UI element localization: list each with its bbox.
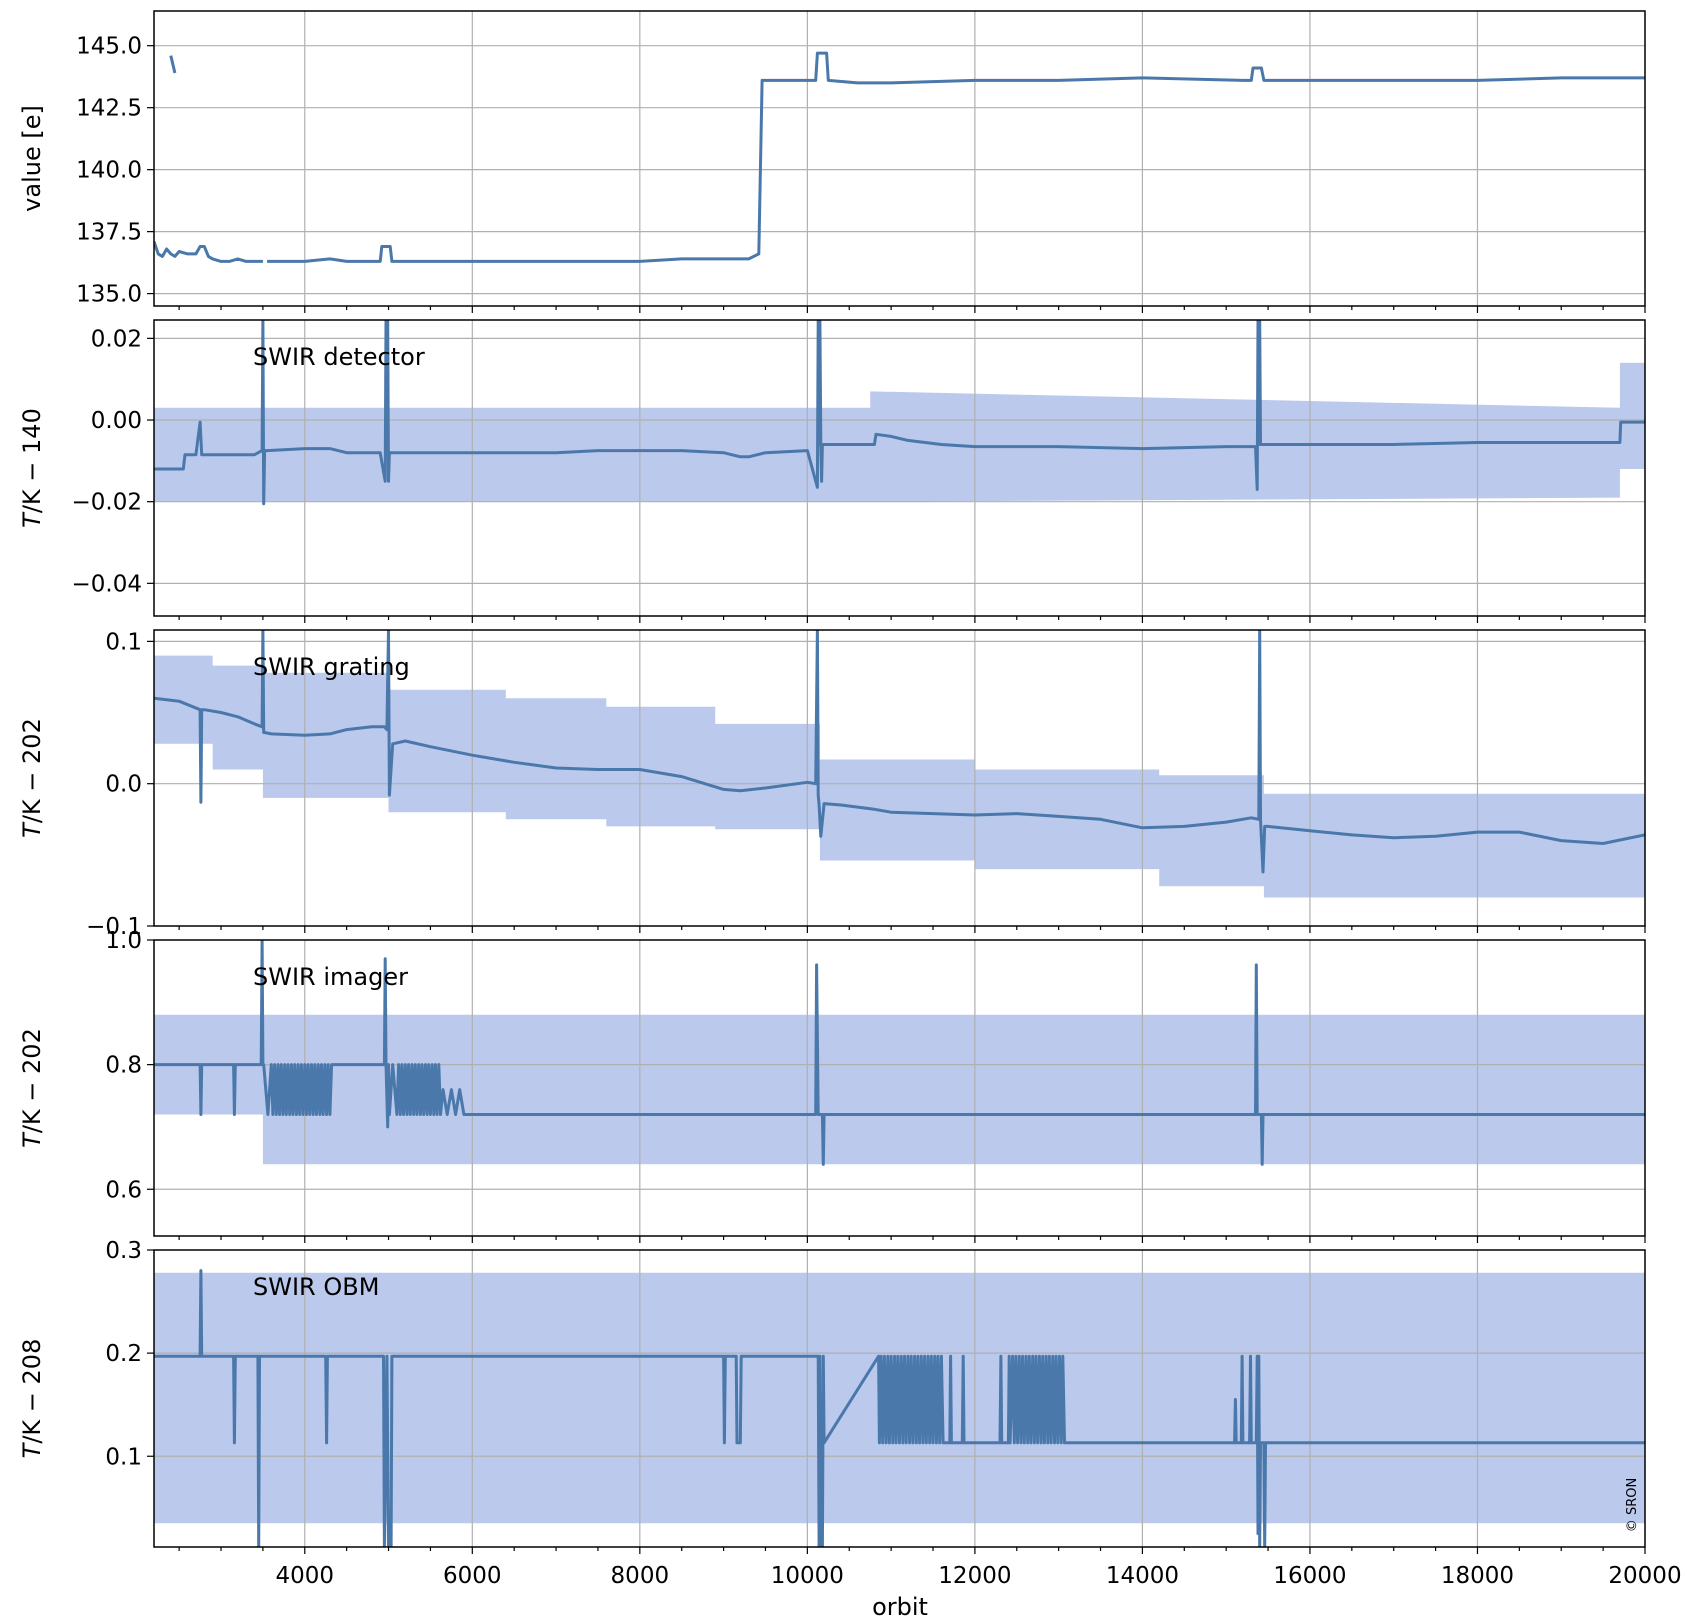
y-tick-label: 0.2 [105,1341,142,1367]
y-tick-label: 0.8 [105,1053,142,1079]
panel-annotation: SWIR OBM [253,1273,379,1301]
panel-4: 0.6 0.8 1.0 T/K − 202 SWIR imager [18,928,1646,1243]
y-tick-label: 137.5 [76,220,142,246]
y-tick-label: 145.0 [76,34,142,60]
axes-frame [153,10,1646,307]
y-tick-label: 0.0 [105,772,142,798]
y-axis-label: value [e] [18,105,46,212]
panel-annotation: SWIR detector [253,343,425,371]
series-line-1 [154,630,1645,874]
axes-frame [153,1249,1646,1548]
y-tick-label: 135.0 [76,282,142,308]
series-line-1 [169,55,177,74]
series-line-3 [267,51,1645,263]
y-tick-label: 0.3 [105,1238,142,1264]
panel-2: −0.04 −0.02 0.00 0.02 T/K − 140 SWIR detector [18,319,1646,623]
series-line-1 [154,1269,1645,1547]
y-tick-label: 142.5 [76,96,142,122]
x-tick-label: 14000 [1106,1563,1179,1589]
x-tick-label: 18000 [1441,1563,1514,1589]
y-tick-label: 0.02 [91,326,142,352]
axes-frame [153,319,1646,617]
y-tick-label: −0.02 [72,490,142,516]
y-axis-label: T/K − 202 [18,718,46,838]
panel-5: 0.1 0.2 0.3 T/K − 208 SWIR OBM [18,1238,1646,1554]
x-tick-label: 4000 [276,1563,335,1589]
x-tick-label: 20000 [1608,1563,1681,1589]
spread-band [154,362,1645,502]
spread-band [154,655,1645,898]
y-tick-label: 0.1 [105,1444,142,1470]
y-tick-label: 0.1 [105,629,142,655]
x-axis: 4000 6000 8000 10000 12000 14000 16000 18000 200… [276,1563,1682,1589]
panel-3: −0.1 0.0 0.1 T/K − 202 SWIR grating [18,629,1646,940]
axes-frame [153,939,1646,1237]
x-tick-label: 16000 [1273,1563,1346,1589]
spread-band [154,1014,1645,1165]
panel-annotation: SWIR grating [253,653,410,681]
y-tick-label: 140.0 [76,158,142,184]
y-axis-label: T/K − 208 [18,1339,46,1459]
series-line-1 [154,940,1645,1166]
y-tick-label: −0.04 [72,571,142,597]
y-tick-label: −0.1 [86,914,142,940]
credit-text: © SRON [1625,1478,1640,1532]
y-axis-label: T/K − 202 [18,1028,46,1148]
x-tick-label: 6000 [443,1563,502,1589]
axes-frame [153,629,1646,927]
x-tick-label: 8000 [611,1563,670,1589]
panel-annotation: SWIR imager [253,963,408,991]
series-line-2 [154,241,263,263]
y-tick-label: 0.6 [105,1177,142,1203]
x-tick-label: 10000 [771,1563,844,1589]
y-tick-label: 0.00 [91,408,142,434]
y-axis-label: T/K − 140 [18,408,46,528]
y-tick-label: 1.0 [105,928,142,954]
x-axis-label: orbit [872,1593,928,1621]
x-tick-label: 12000 [938,1563,1011,1589]
series-line-1 [154,320,1645,506]
panel-1: 135.0 137.5 140.0 142.5 145.0 value [e] [18,10,1646,313]
